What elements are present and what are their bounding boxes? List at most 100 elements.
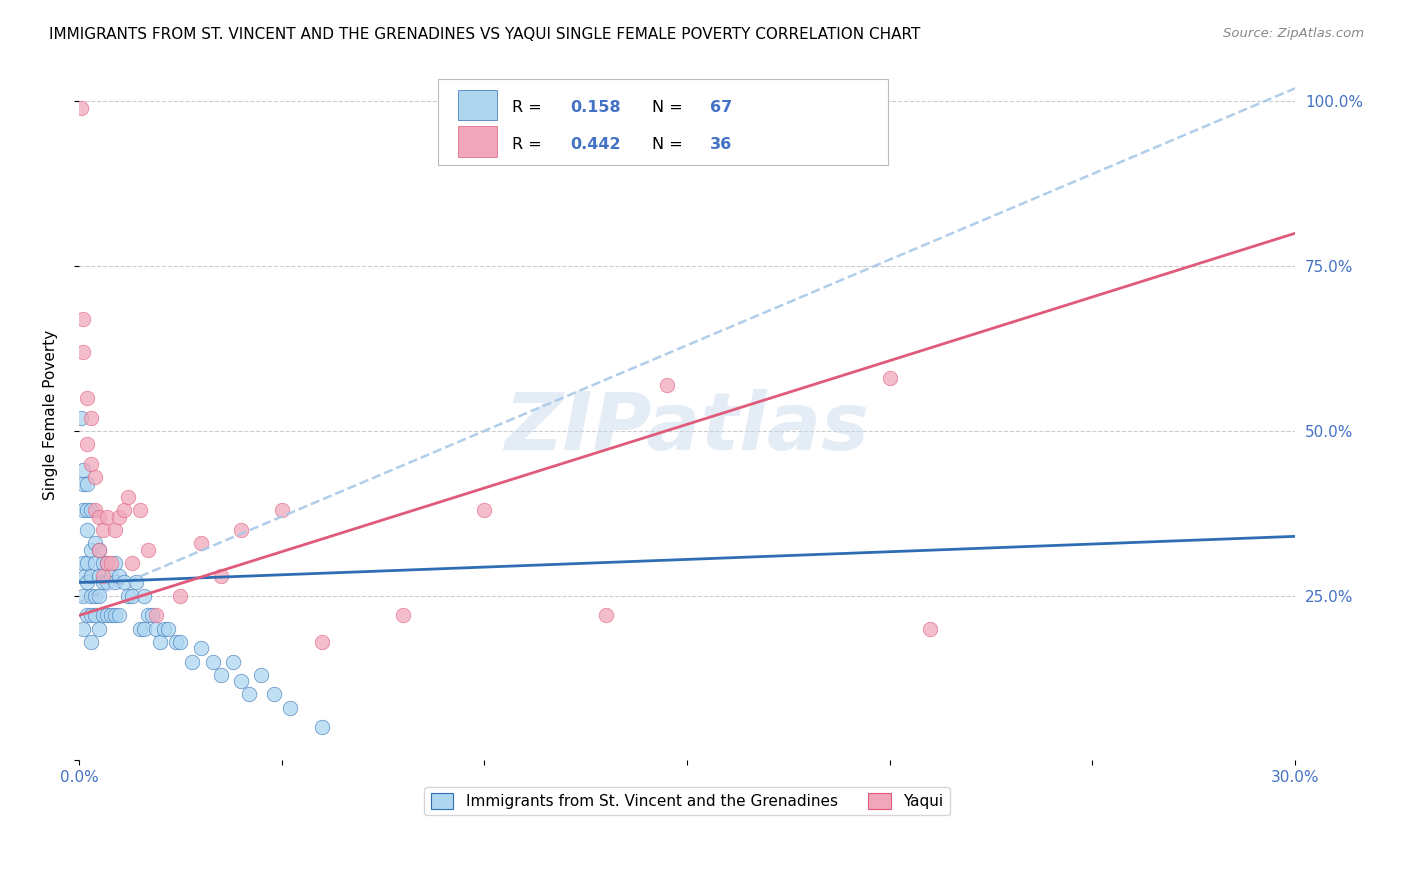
Point xyxy=(153,622,176,636)
Point xyxy=(96,509,118,524)
Point xyxy=(190,536,212,550)
Legend: Immigrants from St. Vincent and the Grenadines, Yaqui: Immigrants from St. Vincent and the Gren… xyxy=(425,787,949,815)
Point xyxy=(80,410,103,425)
Point xyxy=(117,589,139,603)
Point xyxy=(91,569,114,583)
Point xyxy=(80,569,103,583)
Text: N =: N = xyxy=(652,100,688,115)
Point xyxy=(169,589,191,603)
Point xyxy=(229,674,252,689)
Point xyxy=(96,575,118,590)
Point xyxy=(209,569,232,583)
Point xyxy=(72,344,94,359)
Point xyxy=(80,503,103,517)
Point xyxy=(72,556,94,570)
Point xyxy=(91,523,114,537)
Point xyxy=(149,634,172,648)
Point xyxy=(72,622,94,636)
Point xyxy=(84,556,107,570)
Point xyxy=(84,608,107,623)
Point xyxy=(89,542,111,557)
Point xyxy=(145,608,167,623)
Point xyxy=(181,655,204,669)
Point xyxy=(100,569,122,583)
FancyBboxPatch shape xyxy=(458,90,498,120)
Point xyxy=(121,556,143,570)
Point xyxy=(311,721,333,735)
Point xyxy=(121,589,143,603)
Point xyxy=(108,569,131,583)
Point xyxy=(89,622,111,636)
Point xyxy=(72,463,94,477)
Point xyxy=(595,608,617,623)
Text: 0.442: 0.442 xyxy=(571,136,621,152)
Point xyxy=(80,542,103,557)
Point xyxy=(229,523,252,537)
Point xyxy=(76,575,98,590)
Point xyxy=(250,667,273,681)
Y-axis label: Single Female Poverty: Single Female Poverty xyxy=(44,329,58,500)
Point xyxy=(80,634,103,648)
Point xyxy=(222,655,245,669)
Point xyxy=(72,503,94,517)
Point xyxy=(141,608,163,623)
Point xyxy=(879,371,901,385)
Point xyxy=(112,575,135,590)
Point xyxy=(91,575,114,590)
Point xyxy=(655,377,678,392)
FancyBboxPatch shape xyxy=(458,127,498,157)
Point xyxy=(84,503,107,517)
Point xyxy=(165,634,187,648)
Point xyxy=(80,608,103,623)
Point xyxy=(104,608,127,623)
Point xyxy=(270,503,292,517)
Point xyxy=(201,655,224,669)
Point xyxy=(209,667,232,681)
Point xyxy=(104,523,127,537)
Point xyxy=(104,556,127,570)
Point xyxy=(89,569,111,583)
Text: IMMIGRANTS FROM ST. VINCENT AND THE GRENADINES VS YAQUI SINGLE FEMALE POVERTY CO: IMMIGRANTS FROM ST. VINCENT AND THE GREN… xyxy=(49,27,921,42)
Point xyxy=(76,391,98,405)
Text: Source: ZipAtlas.com: Source: ZipAtlas.com xyxy=(1223,27,1364,40)
Point xyxy=(128,503,150,517)
Point xyxy=(125,575,148,590)
Point xyxy=(80,457,103,471)
Point xyxy=(76,556,98,570)
Point xyxy=(89,542,111,557)
Point xyxy=(70,410,93,425)
Text: N =: N = xyxy=(652,136,688,152)
Point xyxy=(96,556,118,570)
Point xyxy=(70,101,93,115)
Point xyxy=(108,509,131,524)
Text: ZIPatlas: ZIPatlas xyxy=(505,389,869,467)
Point xyxy=(100,556,122,570)
Point xyxy=(108,608,131,623)
Text: 36: 36 xyxy=(710,136,733,152)
Point xyxy=(96,608,118,623)
Point xyxy=(472,503,495,517)
Point xyxy=(76,503,98,517)
Point xyxy=(89,589,111,603)
Point xyxy=(132,589,155,603)
Point xyxy=(91,608,114,623)
Point xyxy=(76,476,98,491)
Point xyxy=(73,569,96,583)
Text: R =: R = xyxy=(512,136,547,152)
Point xyxy=(96,556,118,570)
Point xyxy=(80,589,103,603)
Point xyxy=(169,634,191,648)
Point xyxy=(145,622,167,636)
Point xyxy=(72,476,94,491)
Point xyxy=(190,641,212,656)
Text: 0.158: 0.158 xyxy=(571,100,621,115)
Point xyxy=(157,622,180,636)
Point xyxy=(132,622,155,636)
Point xyxy=(311,634,333,648)
Point xyxy=(76,523,98,537)
Text: 67: 67 xyxy=(710,100,733,115)
Point xyxy=(104,575,127,590)
FancyBboxPatch shape xyxy=(437,78,887,165)
Point xyxy=(117,490,139,504)
Point xyxy=(392,608,415,623)
